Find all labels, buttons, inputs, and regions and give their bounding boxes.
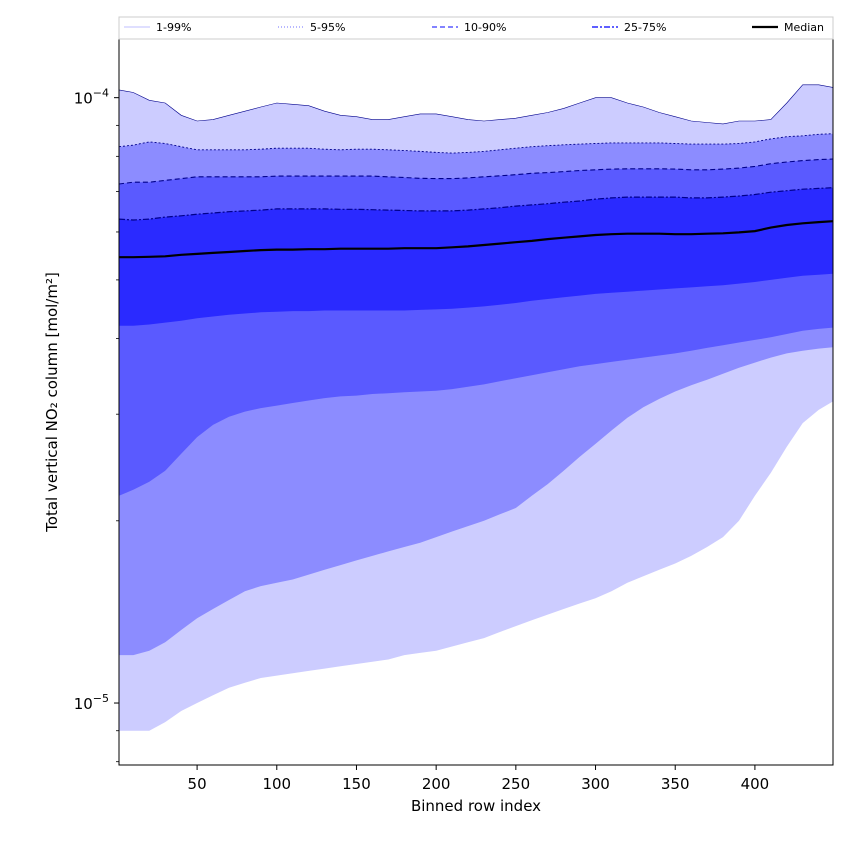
x-tick-label: 400 (741, 775, 770, 793)
x-axis-ticks: 50 100 150 200 250 300 350 400 (188, 765, 770, 793)
legend-label: 25-75% (624, 21, 666, 34)
y-tick-label: 10−5 (74, 692, 109, 713)
upper-95-line (119, 133, 833, 154)
x-tick-label: 100 (262, 775, 291, 793)
legend-label: 10-90% (464, 21, 506, 34)
x-tick-label: 250 (502, 775, 531, 793)
band-25-75 (119, 187, 833, 326)
legend-frame (118, 16, 834, 40)
upper-99-line (119, 84, 833, 125)
x-tick-label: 150 (342, 775, 371, 793)
x-tick-label: 350 (661, 775, 690, 793)
upper-75-line (119, 187, 833, 221)
line-layer (119, 84, 833, 259)
band-layer (119, 84, 833, 731)
upper-90-line (119, 158, 833, 185)
median-line (119, 220, 833, 259)
x-tick-label: 300 (581, 775, 610, 793)
legend-label: 1-99% (156, 21, 191, 34)
legend-label: 5-95% (310, 21, 345, 34)
x-tick-label: 50 (188, 775, 207, 793)
legend: 1-99% 5-95% 10-90% 25-75% Median (118, 16, 834, 40)
x-axis-label: Binned row index (411, 797, 541, 815)
legend-label: Median (784, 21, 824, 34)
y-axis-ticks: 10−5 10−4 (74, 87, 119, 763)
y-tick-label: 10−4 (74, 87, 109, 108)
y-axis-label: Total vertical NO₂ column [mol/m²] (43, 272, 61, 533)
x-tick-label: 200 (422, 775, 451, 793)
